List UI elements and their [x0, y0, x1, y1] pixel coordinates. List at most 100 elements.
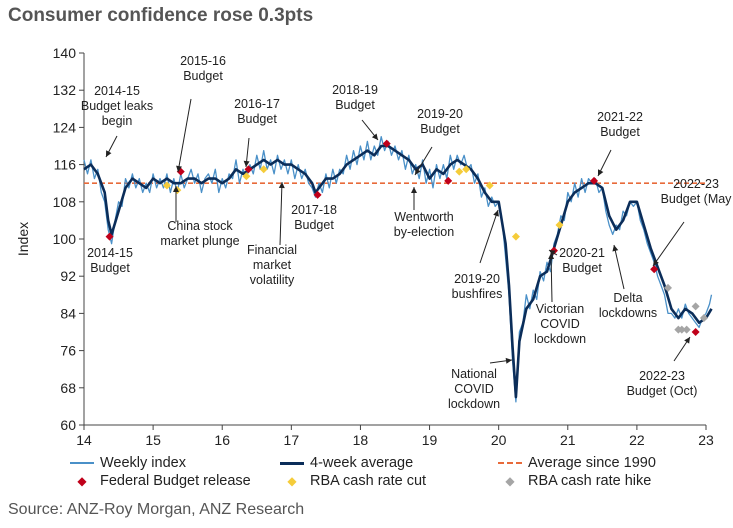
legend-weekly-label: Weekly index	[100, 455, 186, 471]
annotation-arrowhead	[549, 250, 556, 256]
annotation-label-b2223oct: 2022-23	[639, 369, 685, 383]
annotation-arrowhead	[493, 210, 499, 217]
rate-hike-marker	[682, 325, 691, 334]
annotation-label-b1415-leaks: 2014-15	[94, 84, 140, 98]
annotation-label-china: market plunge	[160, 234, 239, 248]
annotation-arrowhead	[684, 337, 690, 344]
annotation-label-natcovid: National	[451, 367, 497, 381]
rate-cut-marker	[462, 165, 471, 174]
annotation-arrowhead	[278, 182, 285, 189]
annotation-arrowhead	[106, 150, 112, 157]
budget-marker	[244, 165, 253, 174]
annotation-arrowhead	[653, 259, 659, 266]
annotation-label-bushfires: bushfires	[452, 287, 503, 301]
four-week-average-line	[83, 144, 713, 399]
budget-marker	[313, 190, 322, 199]
legend-budget: ◆ Federal Budget release	[70, 473, 250, 489]
budget-marker	[691, 328, 700, 336]
annotation-label-finvol: volatility	[250, 273, 295, 287]
x-tick-label: 20	[491, 432, 507, 448]
y-tick-label: 76	[60, 343, 76, 359]
annotation-label-b2122: 2021-22	[597, 110, 643, 124]
legend-average4: 4-week average	[280, 455, 413, 471]
y-tick-label: 92	[60, 268, 76, 284]
annotation-label-wentworth: by-election	[394, 225, 454, 239]
annotation-arrowhead	[548, 253, 555, 260]
annotation-label-b1617: Budget	[237, 112, 277, 126]
annotation-label-b1819: Budget	[335, 98, 375, 112]
rate-hike-marker	[663, 283, 672, 292]
legend-avg1990: Average since 1990	[498, 455, 656, 471]
y-tick-label: 140	[53, 45, 77, 61]
annotation-leader-line	[652, 221, 685, 267]
legend-weekly: Weekly index	[70, 455, 186, 471]
rate-hike-marker	[691, 302, 700, 311]
y-tick-label: 68	[60, 380, 76, 396]
source-note: Source: ANZ-Roy Morgan, ANZ Research	[8, 501, 305, 518]
legend-avg1990-swatch	[498, 462, 522, 464]
annotation-label-bushfires: 2019-20	[454, 272, 500, 286]
annotation-arrowhead	[415, 168, 421, 175]
x-tick-label: 23	[698, 432, 714, 448]
annotation-label-b2223may: Budget (May	[661, 192, 733, 206]
annotation-label-finvol: Financial	[247, 243, 297, 257]
x-tick-label: 14	[76, 432, 92, 448]
annotation-leader-line	[550, 252, 553, 303]
legend-average4-swatch	[280, 461, 304, 465]
annotation-label-b1718: 2017-18	[291, 203, 337, 217]
annotation-label-b2223may: 2022-23	[673, 177, 719, 191]
annotation-leader-line	[479, 209, 499, 264]
annotation-arrowhead	[371, 133, 378, 140]
legend-cut-swatch: ◆	[287, 474, 297, 488]
annotation-label-wentworth: Wentworth	[394, 210, 454, 224]
legend-hike-swatch: ◆	[505, 474, 515, 488]
y-tick-label: 108	[53, 194, 77, 210]
annotation-label-b1415-leaks: begin	[102, 114, 133, 128]
x-tick-label: 17	[284, 432, 300, 448]
y-tick-label: 124	[53, 119, 77, 135]
annotation-label-b1718: Budget	[294, 218, 334, 232]
legend-hike-label: RBA cash rate hike	[528, 473, 652, 489]
annotation-label-viccovid: Victorian	[536, 302, 584, 316]
annotation-leader-line	[279, 181, 283, 246]
annotation-label-viccovid: lockdown	[534, 332, 586, 346]
annotation-label-b1819: 2018-19	[332, 83, 378, 97]
y-tick-label: 100	[53, 231, 77, 247]
y-tick-label: 60	[60, 417, 76, 433]
annotation-label-b1920: Budget	[420, 122, 460, 136]
annotation-label-b2021: 2020-21	[559, 246, 605, 260]
budget-marker	[105, 232, 114, 241]
marker-layer	[105, 139, 708, 336]
annotation-arrowhead	[243, 160, 250, 167]
rate-cut-marker	[162, 181, 171, 190]
budget-marker	[444, 176, 453, 185]
annotation-arrowhead	[411, 187, 417, 193]
annotation-label-b2223oct: Budget (Oct)	[627, 384, 698, 398]
annotation-arrowhead	[173, 186, 179, 192]
legend-weekly-swatch	[70, 462, 94, 464]
rate-cut-marker	[511, 232, 520, 241]
annotation-label-b1617: 2016-17	[234, 97, 280, 111]
rate-hike-marker	[699, 314, 708, 323]
x-tick-label: 21	[560, 432, 576, 448]
legend-budget-swatch: ◆	[77, 474, 87, 488]
rate-cut-marker	[555, 221, 564, 230]
x-tick-label: 16	[214, 432, 230, 448]
annotation-leader-line	[177, 98, 192, 173]
annotation-label-finvol: market	[253, 258, 292, 272]
annotation-label-b1516: 2015-16	[180, 54, 226, 68]
legend-cut-label: RBA cash rate cut	[310, 473, 427, 489]
rate-hike-marker	[677, 325, 686, 334]
axes: 60 68 76 84 92 100 108 116 124 132 140 14 15 16 17 18 19…	[15, 45, 714, 448]
annotation-label-b2122: Budget	[600, 125, 640, 139]
annotation-arrowhead	[505, 357, 512, 364]
y-tick-label: 116	[54, 157, 77, 173]
annotation-label-b1415: Budget	[90, 261, 130, 275]
budget-marker	[382, 139, 391, 148]
legend-hike: ◆ RBA cash rate hike	[498, 473, 651, 489]
annotation-label-b1415: 2014-15	[87, 246, 133, 260]
x-tick-label: 22	[629, 432, 645, 448]
y-tick-label: 84	[60, 305, 76, 321]
